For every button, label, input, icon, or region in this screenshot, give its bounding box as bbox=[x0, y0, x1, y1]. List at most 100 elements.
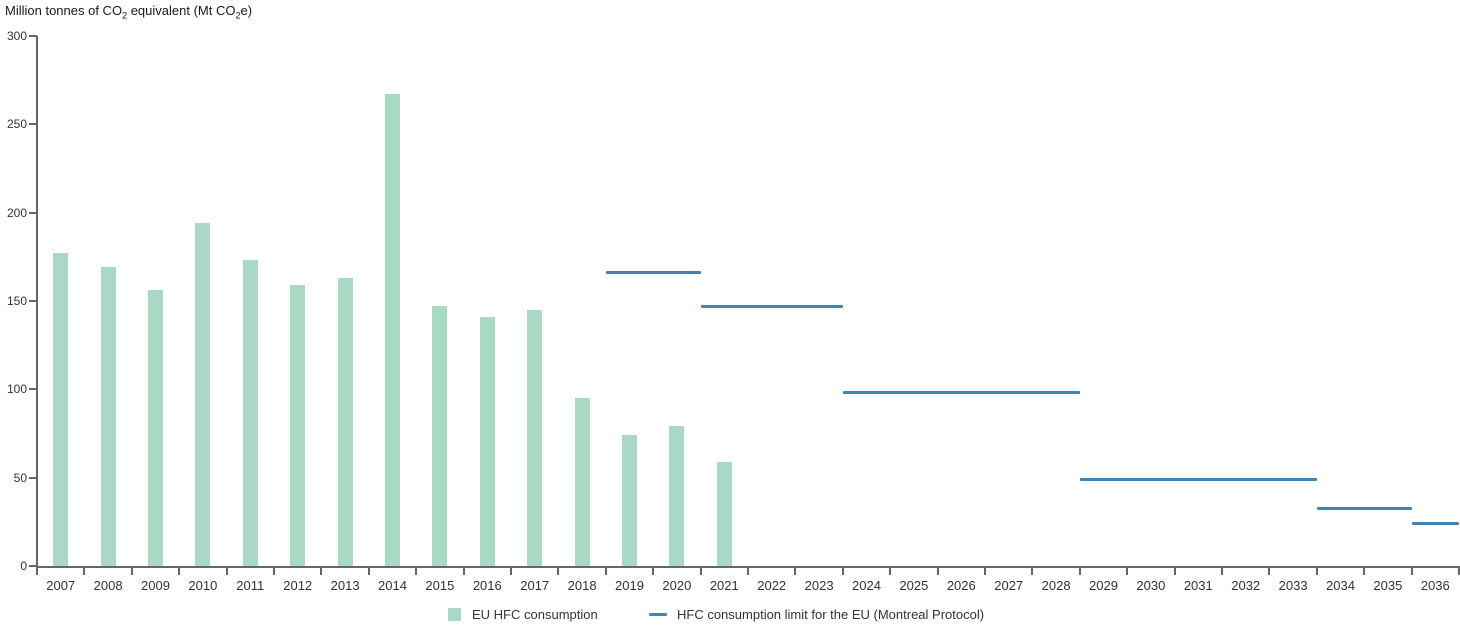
x-tick bbox=[462, 568, 465, 575]
subscript-2: 2 bbox=[122, 10, 128, 21]
x-year-label: 2017 bbox=[520, 578, 550, 593]
line-legend-label: HFC consumption limit for the EU (Montre… bbox=[677, 607, 985, 622]
x-year-label: 2036 bbox=[1420, 578, 1450, 593]
x-tick bbox=[652, 568, 655, 575]
y-tick bbox=[29, 211, 37, 214]
x-year-label: 2008 bbox=[93, 578, 123, 593]
subscript-2: 2 bbox=[235, 10, 241, 21]
x-tick bbox=[1458, 568, 1460, 575]
x-tick bbox=[889, 568, 892, 575]
x-tick bbox=[1363, 568, 1366, 575]
x-tick bbox=[367, 568, 370, 575]
x-tick bbox=[273, 568, 275, 575]
limit-segment-2019-2020 bbox=[605, 271, 701, 275]
x-tick bbox=[225, 568, 228, 575]
y-tick-label: 50 bbox=[13, 470, 27, 485]
x-tick bbox=[36, 568, 38, 575]
bar-2017 bbox=[527, 309, 543, 566]
bar-2008 bbox=[100, 267, 116, 566]
bar-2021 bbox=[716, 461, 732, 566]
bar-2014 bbox=[385, 94, 400, 566]
y-tick bbox=[29, 565, 37, 567]
x-tick bbox=[1315, 568, 1318, 575]
x-year-label: 2012 bbox=[283, 578, 313, 593]
y-tick-label: 200 bbox=[6, 205, 27, 220]
x-tick bbox=[320, 568, 323, 575]
x-year-label: 2024 bbox=[852, 578, 881, 593]
x-year-label: 2016 bbox=[472, 578, 502, 593]
x-tick bbox=[984, 568, 986, 575]
bar-2013 bbox=[337, 278, 353, 566]
bar-2016 bbox=[479, 316, 495, 566]
x-year-label: 2031 bbox=[1183, 578, 1213, 593]
bar-2018 bbox=[574, 398, 590, 566]
bar-2011 bbox=[242, 260, 258, 566]
x-year-label: 2018 bbox=[567, 578, 597, 593]
limit-segment-2034-2035 bbox=[1316, 507, 1412, 511]
x-tick bbox=[1268, 568, 1271, 575]
x-tick bbox=[510, 568, 512, 575]
x-year-label: 2026 bbox=[946, 578, 976, 593]
x-tick bbox=[83, 568, 86, 575]
x-tick bbox=[841, 568, 844, 575]
x-tick bbox=[557, 568, 560, 575]
x-year-label: 2025 bbox=[899, 578, 929, 593]
legend: EU HFC consumption HFC consumption limit… bbox=[0, 607, 1460, 625]
x-tick bbox=[794, 568, 797, 575]
x-year-label: 2019 bbox=[615, 578, 644, 593]
x-year-label: 2032 bbox=[1231, 578, 1261, 593]
limit-segment-2024-2028 bbox=[842, 391, 1080, 395]
x-year-label: 2027 bbox=[994, 578, 1024, 593]
limit-segment-2029-2033 bbox=[1079, 477, 1317, 481]
x-year-label: 2015 bbox=[425, 578, 455, 593]
limit-segment-2021-2023 bbox=[700, 304, 843, 308]
x-tick bbox=[1221, 568, 1223, 575]
x-tick bbox=[1410, 568, 1413, 575]
y-tick-label: 300 bbox=[6, 29, 27, 43]
x-year-label: 2028 bbox=[1041, 578, 1071, 593]
x-year-label: 2030 bbox=[1136, 578, 1166, 593]
x-tick bbox=[1031, 568, 1034, 575]
x-tick bbox=[1078, 568, 1081, 575]
x-year-label: 2020 bbox=[662, 578, 692, 593]
bar-2012 bbox=[290, 285, 306, 566]
x-year-label: 2009 bbox=[141, 578, 170, 593]
bar-2010 bbox=[195, 223, 211, 566]
x-tick bbox=[130, 568, 133, 575]
y-tick bbox=[29, 123, 37, 126]
y-axis-title: Million tonnes of CO2 equivalent (Mt CO2… bbox=[5, 3, 253, 21]
y-tick-label: 100 bbox=[6, 382, 27, 397]
x-year-label: 2035 bbox=[1373, 578, 1403, 593]
y-axis-title-text: equivalent (Mt CO bbox=[127, 3, 236, 18]
x-year-label: 2022 bbox=[757, 578, 787, 593]
x-year-label: 2029 bbox=[1089, 578, 1118, 593]
x-year-label: 2010 bbox=[188, 578, 218, 593]
x-tick bbox=[178, 568, 181, 575]
y-tick-label: 250 bbox=[6, 117, 27, 132]
y-axis-title-text: Million tonnes of CO bbox=[5, 3, 123, 18]
x-year-label: 2014 bbox=[378, 578, 407, 593]
x-tick bbox=[415, 568, 418, 575]
y-tick-label: 150 bbox=[6, 294, 27, 308]
bar-2007 bbox=[53, 253, 69, 566]
y-axis-title-text: e) bbox=[240, 3, 253, 18]
y-tick bbox=[29, 300, 37, 302]
x-tick bbox=[699, 568, 702, 575]
x-year-label: 2007 bbox=[46, 578, 76, 593]
y-tick bbox=[29, 388, 37, 391]
x-year-label: 2033 bbox=[1278, 578, 1308, 593]
x-year-label: 2013 bbox=[330, 578, 360, 593]
bar-2015 bbox=[432, 306, 448, 566]
bar-legend-swatch bbox=[448, 608, 461, 621]
bar-legend-label: EU HFC consumption bbox=[472, 607, 598, 622]
x-tick bbox=[1126, 568, 1129, 575]
x-tick bbox=[936, 568, 939, 575]
bar-2020 bbox=[669, 426, 685, 566]
x-year-label: 2023 bbox=[804, 578, 834, 593]
x-year-label: 2021 bbox=[709, 578, 739, 593]
line-legend-swatch bbox=[649, 613, 667, 616]
y-tick-label: 0 bbox=[20, 559, 27, 573]
x-axis-line bbox=[36, 566, 1460, 568]
